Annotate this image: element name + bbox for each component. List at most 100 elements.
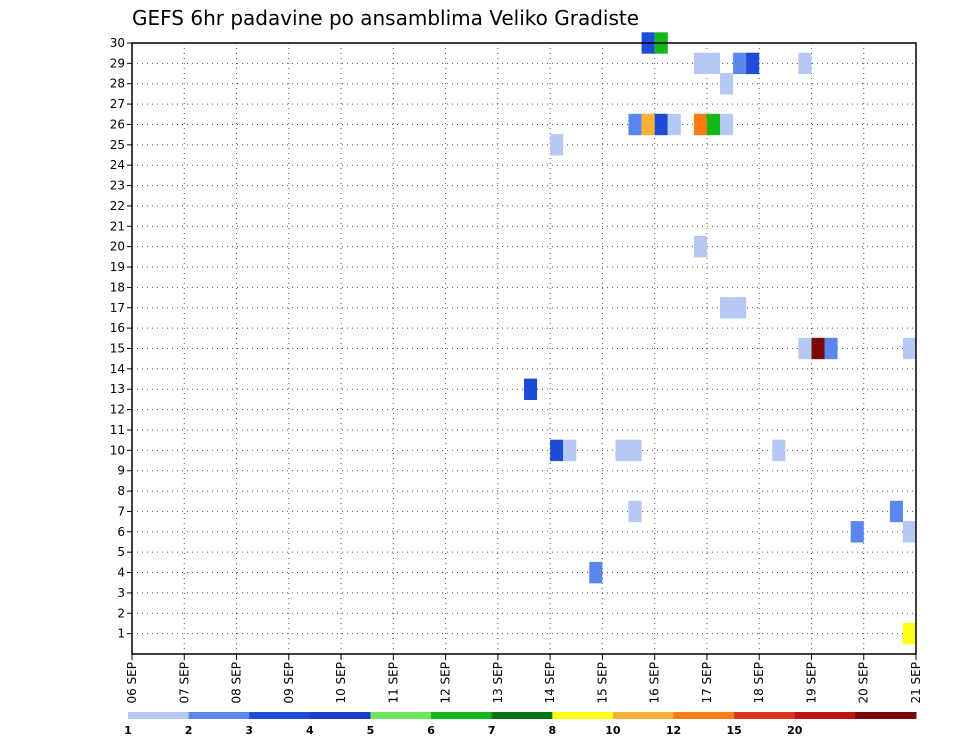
colorbar-segment <box>128 712 190 719</box>
colorbar-label: 3 <box>245 724 253 737</box>
precip-cell <box>733 52 747 75</box>
y-tick-label: 4 <box>117 566 125 580</box>
y-tick-label: 9 <box>117 464 125 478</box>
precip-cell <box>902 521 916 543</box>
y-tick-label: 19 <box>110 260 125 274</box>
y-tick-label: 30 <box>110 36 125 50</box>
precip-cell <box>772 439 786 462</box>
colorbar-label: 4 <box>306 724 314 737</box>
precip-cell <box>798 52 812 75</box>
colorbar-label: 20 <box>787 724 803 737</box>
y-tick-label: 16 <box>110 321 125 335</box>
x-tick-label: 10 SEP <box>334 662 348 704</box>
y-tick-label: 23 <box>110 179 125 193</box>
y-tick-label: 2 <box>117 606 125 620</box>
x-tick-label: 15 SEP <box>595 662 609 704</box>
colorbar-segment <box>612 712 675 719</box>
colorbar-segment <box>370 712 432 719</box>
precip-cell <box>902 337 916 360</box>
y-tick-label: 17 <box>110 301 125 315</box>
x-tick-label: 19 SEP <box>804 662 818 704</box>
precip-cell <box>693 113 707 136</box>
precip-cell <box>667 113 681 136</box>
y-tick-label: 8 <box>117 484 125 498</box>
colorbar-segment <box>491 712 553 719</box>
colorbar-segment <box>794 712 856 719</box>
precip-cell <box>628 113 642 136</box>
colorbar-segment <box>188 712 250 719</box>
precip-cell <box>589 561 603 584</box>
x-tick-label: 16 SEP <box>648 662 662 704</box>
grid-lines <box>132 42 916 654</box>
x-tick-label: 11 SEP <box>386 662 400 704</box>
precip-cell <box>706 52 720 75</box>
y-tick-label: 22 <box>110 199 125 213</box>
precip-cell <box>628 439 642 462</box>
precip-cell <box>798 337 812 360</box>
y-tick-label: 29 <box>110 56 125 70</box>
y-tick-label: 12 <box>110 403 125 417</box>
chart-title: GEFS 6hr padavine po ansamblima Veliko G… <box>132 6 639 30</box>
precip-cell <box>706 113 720 136</box>
y-tick-label: 25 <box>110 138 125 152</box>
x-tick-label: 12 SEP <box>439 662 453 704</box>
colorbar-label: 15 <box>726 724 741 737</box>
colorbar-label: 6 <box>427 724 435 737</box>
precip-cell <box>615 439 629 462</box>
colorbar-label: 1 <box>124 724 132 737</box>
data-cells <box>524 32 916 645</box>
x-tick-label: 14 SEP <box>543 662 557 704</box>
x-axis: 06 SEP 07 SEP 08 SEP 09 SEP 10 SEP 11 SEP 12 S… <box>125 654 923 704</box>
precip-cell <box>850 521 864 543</box>
y-tick-label: 26 <box>110 117 125 131</box>
y-tick-label: 21 <box>110 219 125 233</box>
y-tick-label: 20 <box>110 240 125 254</box>
precip-cell <box>628 500 642 523</box>
precip-cell <box>641 113 655 136</box>
colorbar-label: 12 <box>666 724 681 737</box>
colorbar-segment <box>673 712 735 719</box>
y-tick-label: 14 <box>110 362 125 376</box>
precip-cell <box>524 378 538 400</box>
precip-cell <box>746 52 760 75</box>
y-tick-label: 7 <box>117 504 125 518</box>
precip-cell <box>720 73 734 95</box>
precip-cell <box>824 337 838 360</box>
precip-cell <box>693 52 707 75</box>
precip-cell <box>720 297 734 319</box>
x-tick-label: 18 SEP <box>752 662 766 704</box>
precip-cell <box>902 623 916 645</box>
colorbar-label: 7 <box>488 724 496 737</box>
x-tick-label: 08 SEP <box>230 662 244 704</box>
x-tick-label: 06 SEP <box>125 662 139 704</box>
x-tick-label: 21 SEP <box>909 662 923 704</box>
y-tick-label: 13 <box>110 382 125 396</box>
colorbar-segment <box>309 712 371 719</box>
y-tick-label: 3 <box>117 586 125 600</box>
colorbar-segment <box>734 712 796 719</box>
y-tick-label: 11 <box>110 423 125 437</box>
x-tick-label: 09 SEP <box>282 662 296 704</box>
colorbar-segment <box>855 712 917 719</box>
precip-cell <box>733 297 747 319</box>
y-tick-label: 10 <box>110 443 125 457</box>
y-tick-label: 18 <box>110 280 125 294</box>
y-tick-label: 6 <box>117 525 125 539</box>
precip-cell <box>550 439 564 462</box>
colorbar-segment <box>249 712 311 719</box>
colorbar-label: 8 <box>548 724 556 737</box>
y-axis: 1234567891011121314151617181920212223242… <box>110 36 132 641</box>
y-tick-label: 24 <box>110 158 125 172</box>
precip-cell <box>563 439 577 462</box>
colorbar-label: 5 <box>367 724 375 737</box>
y-tick-label: 27 <box>110 97 125 111</box>
precip-cell <box>720 113 734 136</box>
colorbar-segment <box>552 712 614 719</box>
precip-cell <box>889 500 903 523</box>
precip-cell <box>811 337 825 360</box>
y-tick-label: 5 <box>117 545 125 559</box>
y-tick-label: 15 <box>110 342 125 356</box>
precip-cell <box>550 134 564 156</box>
x-tick-label: 17 SEP <box>700 662 714 704</box>
